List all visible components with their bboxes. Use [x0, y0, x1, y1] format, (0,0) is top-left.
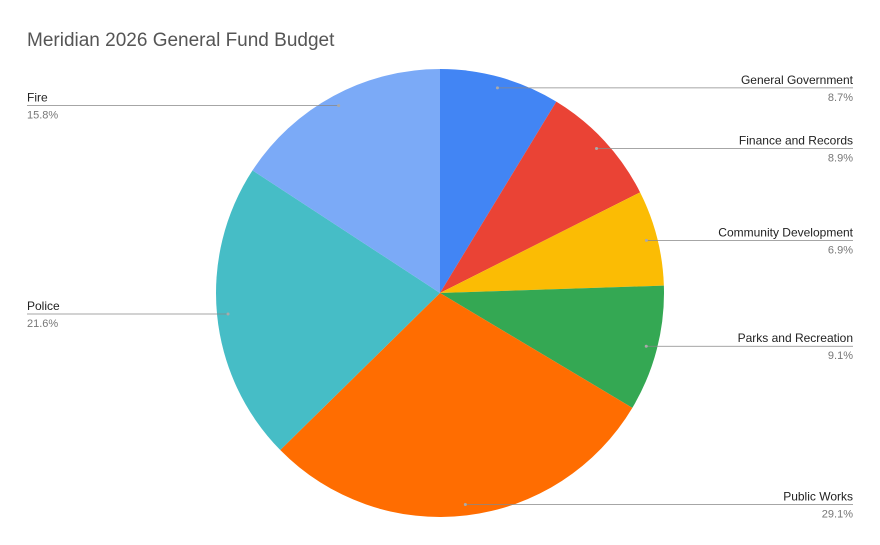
slice-value-label: 9.1%	[828, 350, 853, 362]
slice-label: Fire	[27, 91, 48, 105]
pie-slice	[440, 285, 664, 408]
leader-dot	[226, 312, 230, 316]
leader-dot	[337, 104, 341, 108]
slice-label: Public Works	[783, 489, 853, 503]
slice-value-label: 8.9%	[828, 153, 853, 165]
slice-label: Finance and Records	[739, 134, 853, 148]
chart-title: Meridian 2026 General Fund Budget	[27, 30, 335, 51]
slice-value-label: 8.7%	[828, 92, 853, 104]
leader-dot	[595, 147, 599, 151]
slice-label: Police	[27, 299, 60, 313]
slice-label: General Government	[741, 73, 854, 87]
leader-dot	[644, 344, 648, 348]
slice-value-label: 6.9%	[828, 244, 853, 256]
leader-dot	[644, 238, 648, 242]
leader-dot	[495, 86, 499, 90]
pie-slice	[252, 68, 440, 293]
slice-label: Parks and Recreation	[738, 331, 853, 345]
pie-slice	[280, 293, 633, 517]
leader-dot	[463, 502, 467, 506]
slice-value-label: 29.1%	[822, 508, 853, 520]
pie-slice	[216, 170, 440, 451]
pie-slice	[440, 69, 557, 293]
slice-label: Community Development	[718, 225, 853, 239]
slice-value-label: 21.6%	[27, 318, 58, 330]
pie-slice	[440, 101, 641, 293]
pie-slice	[440, 192, 664, 293]
slice-value-label: 15.8%	[27, 110, 58, 122]
